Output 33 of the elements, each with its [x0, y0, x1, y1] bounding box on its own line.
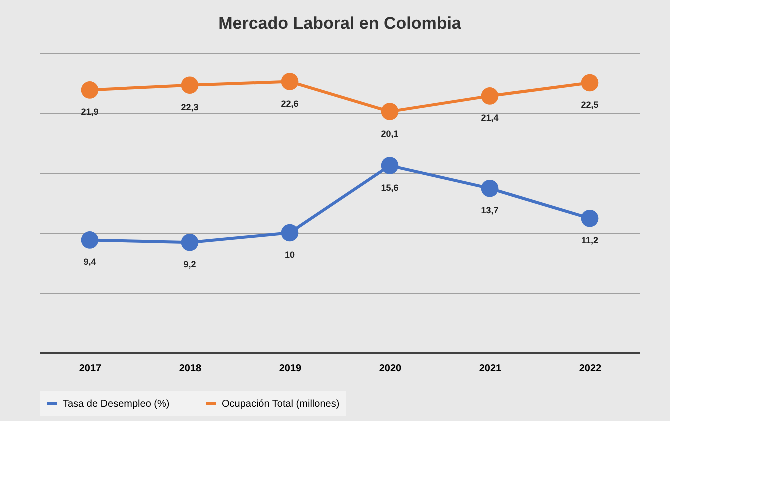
point — [581, 210, 599, 228]
point — [381, 103, 399, 120]
x-tick-label: 2021 — [479, 364, 502, 374]
data-label: 22,6 — [281, 98, 299, 109]
data-label: 22,5 — [581, 100, 599, 110]
data-label: 15,6 — [381, 182, 399, 193]
data-label: 13,7 — [481, 206, 499, 216]
point — [381, 157, 399, 174]
point — [181, 76, 199, 94]
data-label: 20,1 — [381, 128, 399, 139]
point — [81, 232, 99, 249]
x-tick-label: 2018 — [179, 364, 202, 374]
data-label: 9,2 — [184, 260, 196, 270]
point — [81, 82, 99, 99]
data-label: 10 — [284, 250, 296, 260]
chart-title: Mercado Laboral en Colombia — [218, 14, 462, 33]
point — [481, 180, 499, 198]
legend-label: Ocupación Total (millones) — [222, 398, 340, 410]
legend-label: Tasa de Desempleo (%) — [63, 398, 170, 410]
x-tick-label: 2019 — [279, 364, 302, 374]
data-label: 21,4 — [481, 113, 499, 124]
x-tick-label: 2017 — [79, 364, 102, 374]
point — [281, 73, 299, 90]
point — [481, 88, 499, 105]
point — [281, 224, 299, 242]
x-tick-label: 2022 — [579, 364, 602, 374]
data-label: 11,2 — [581, 236, 599, 246]
point — [181, 234, 199, 252]
data-label: 9,4 — [84, 257, 96, 268]
point — [581, 74, 599, 92]
data-label: 22,3 — [181, 102, 199, 112]
data-label: 21,9 — [81, 107, 99, 118]
x-tick-label: 2020 — [379, 364, 402, 374]
